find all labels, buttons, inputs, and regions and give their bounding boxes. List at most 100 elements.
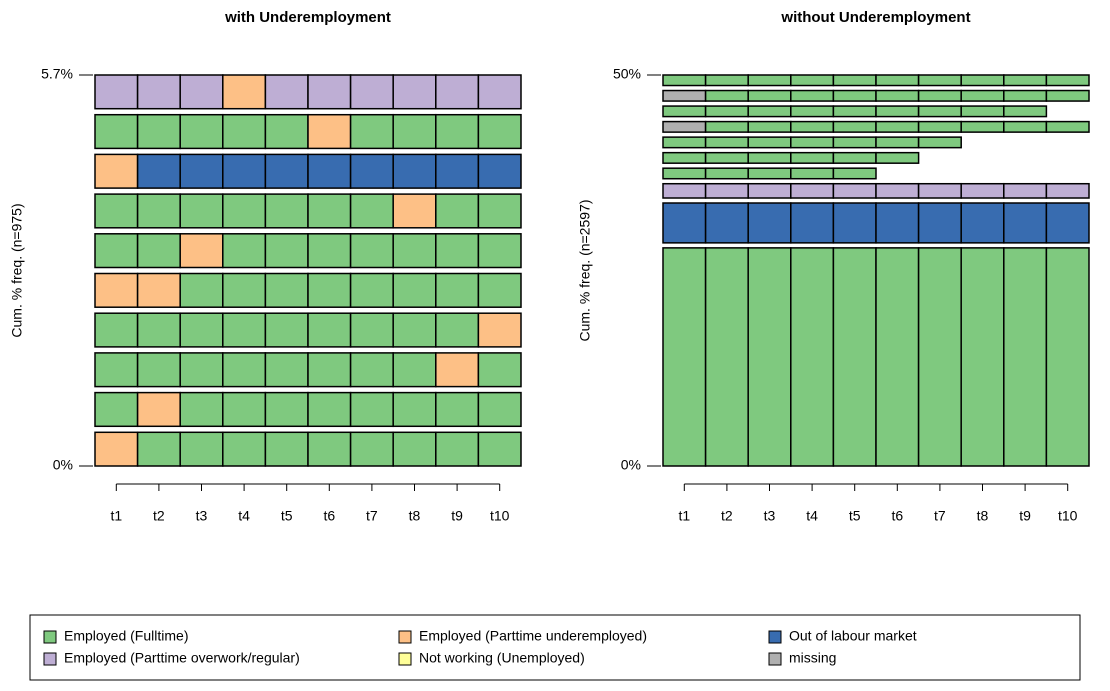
sequence-cell [832,74,877,87]
sequence-cell [662,120,707,133]
legend-label: Out of labour market [789,628,917,644]
sequence-cell [179,312,224,348]
sequence-cell [917,182,962,199]
x-tick-label: t10 [1058,508,1078,524]
sequence-cell [94,193,139,229]
sequence-cell [477,431,522,467]
sequence-cell [349,113,394,150]
sequence-cell [917,136,962,149]
sequence-cell [704,182,749,199]
sequence-cell [917,89,962,102]
sequence-cell [94,153,139,189]
sequence-cell [662,105,707,118]
sequence-cell [477,74,522,110]
sequence-cell [264,233,309,269]
sequence-cell [307,153,352,189]
sequence-cell [264,431,309,467]
sequence-cell [264,312,309,348]
x-tick-label: t1 [110,508,122,524]
sequence-cell [392,431,437,467]
sequence-cell [264,272,309,308]
legend-label: missing [789,650,836,666]
sequence-cell [435,391,480,428]
legend-label: Employed (Parttime overwork/regular) [64,650,300,666]
sequence-cell [349,352,394,388]
sequence-cell [1045,202,1090,244]
legend-swatch [768,630,782,644]
sequence-cell [435,312,480,348]
panel-title: with Underemployment [224,9,391,26]
sequence-cell [222,193,267,229]
legend-box [29,614,1081,681]
sequence-cell [307,193,352,229]
y-tick-label: 0% [621,457,641,473]
sequence-cell [136,352,181,388]
sequence-cell [222,312,267,348]
x-tick-label: t4 [806,508,818,524]
sequence-cell [790,247,835,467]
sequence-cell [435,272,480,308]
sequence-cell [704,167,749,180]
x-tick-label: t8 [977,508,989,524]
sequence-cell [264,74,309,110]
sequence-cell [832,105,877,118]
sequence-cell [136,391,181,428]
legend-swatch [768,652,782,666]
x-tick-label: t4 [238,508,250,524]
y-axis-label: Cum. % freq. (n=975) [9,203,25,337]
sequence-cell [1003,89,1048,102]
sequence-cell [307,391,352,428]
sequence-cell [307,233,352,269]
sequence-cell [222,352,267,388]
sequence-cell [1003,202,1048,244]
sequence-cell [1045,120,1090,133]
x-tick-label: t6 [891,508,903,524]
sequence-cell [704,136,749,149]
sequence-cell [790,151,835,164]
sequence-cell [662,167,707,180]
sequence-cell [917,120,962,133]
sequence-cell [704,247,749,467]
sequence-cell [477,193,522,229]
sequence-cell [179,352,224,388]
sequence-cell [136,193,181,229]
sequence-cell [349,391,394,428]
sequence-cell [477,312,522,348]
sequence-cell [392,391,437,428]
sequence-cell [1003,247,1048,467]
sequence-cell [662,247,707,467]
sequence-cell [917,74,962,87]
x-tick-label: t2 [721,508,733,524]
x-tick-label: t1 [678,508,690,524]
sequence-cell [136,272,181,308]
sequence-cell [875,136,920,149]
sequence-cell [1045,89,1090,102]
sequence-cell [179,113,224,150]
sequence-cell [790,105,835,118]
sequence-cell [477,272,522,308]
sequence-cell [222,153,267,189]
sequence-cell [1045,182,1090,199]
sequence-cell [704,105,749,118]
sequence-cell [392,233,437,269]
sequence-cell [264,113,309,150]
sequence-cell [790,182,835,199]
legend-swatch [398,630,412,644]
sequence-cell [1045,247,1090,467]
sequence-cell [435,74,480,110]
sequence-cell [832,120,877,133]
sequence-cell [435,233,480,269]
sequence-cell [136,74,181,110]
sequence-cell [960,89,1005,102]
sequence-cell [662,74,707,87]
sequence-cell [94,74,139,110]
sequence-cell [790,74,835,87]
sequence-cell [1045,74,1090,87]
sequence-cell [832,182,877,199]
sequence-cell [704,151,749,164]
sequence-cell [960,247,1005,467]
x-tick-label: t9 [451,508,463,524]
sequence-cell [435,113,480,150]
sequence-cell [790,202,835,244]
sequence-cell [264,352,309,388]
